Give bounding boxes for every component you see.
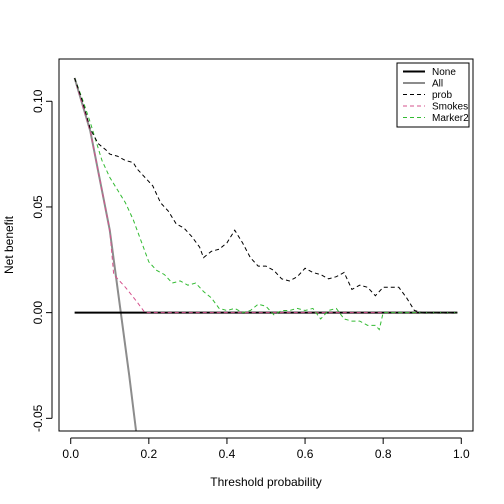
- y-axis: -0.05 0.00 0.05 0.10: [31, 89, 53, 432]
- legend-label-none: None: [432, 67, 456, 78]
- series-line-prob: [74, 77, 458, 314]
- x-tick-label: 0.6: [297, 447, 314, 461]
- x-tick-label: 0.8: [375, 447, 392, 461]
- series-line-marker2: [74, 77, 458, 331]
- y-axis-label: Net benefit: [2, 215, 16, 274]
- x-tick-label: 0.4: [219, 447, 236, 461]
- legend-label-marker2: Marker2: [432, 113, 469, 124]
- y-tick-label: 0.00: [31, 301, 45, 325]
- legend-label-all: All: [432, 79, 443, 90]
- legend-label-prob: prob: [432, 90, 452, 101]
- x-axis-label: Threshold probability: [210, 475, 321, 489]
- series-line-all: [73, 77, 138, 431]
- y-tick-label: 0.10: [31, 89, 45, 113]
- x-tick-label: 0.0: [62, 447, 79, 461]
- plot-area: [73, 77, 458, 431]
- x-tick-label: 0.2: [140, 447, 157, 461]
- series-line-smokes: [74, 77, 458, 314]
- x-tick-label: 1.0: [453, 447, 470, 461]
- legend-box: [396, 62, 470, 128]
- legend-label-smokes: Smokes: [432, 102, 468, 113]
- x-axis: 0.0 0.2 0.4 0.6 0.8 1.0: [62, 437, 470, 461]
- y-tick-label: -0.05: [31, 404, 45, 432]
- plot-frame: [58, 58, 474, 432]
- y-tick-label: 0.05: [31, 195, 45, 219]
